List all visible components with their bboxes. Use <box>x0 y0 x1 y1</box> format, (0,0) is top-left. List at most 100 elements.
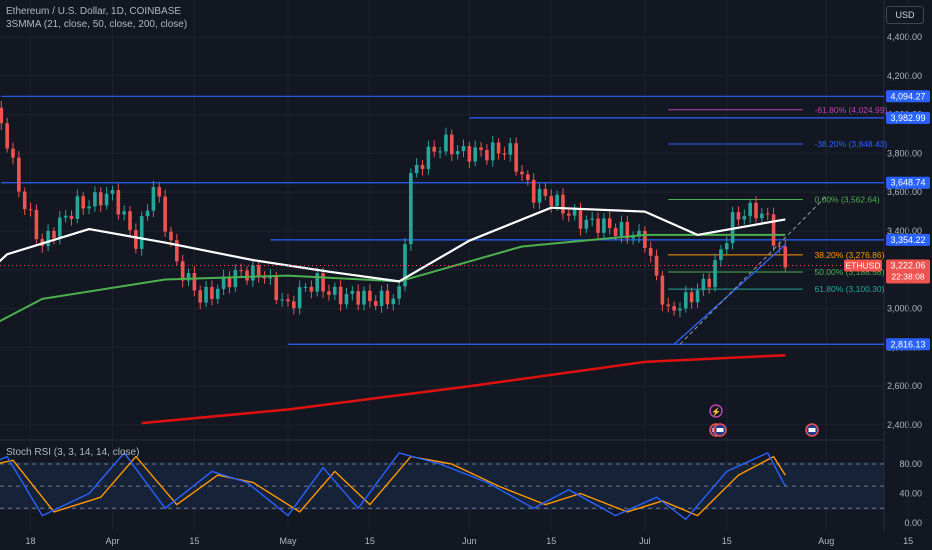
candle-body <box>420 164 425 169</box>
candle-body <box>321 273 325 292</box>
candle-body <box>134 230 138 249</box>
candle-body <box>549 195 554 206</box>
candle-body <box>157 187 162 197</box>
candle-body <box>719 249 723 261</box>
candle-body <box>69 215 74 219</box>
stoch-d-line <box>0 455 786 517</box>
time-tick-label: Apr <box>105 536 119 546</box>
candle-body <box>274 275 279 301</box>
candle-body <box>309 286 314 292</box>
candle-body <box>409 173 413 245</box>
candle-body <box>748 202 752 217</box>
candle-body <box>58 217 62 239</box>
candle-body <box>151 187 156 211</box>
candle-body <box>175 240 179 262</box>
candle-body <box>771 214 776 246</box>
stoch-k-line <box>0 452 786 520</box>
candle-body <box>561 194 565 214</box>
candle-body <box>432 146 437 152</box>
candle-body <box>128 211 132 231</box>
lightning-event-icon <box>709 404 723 418</box>
candle-body <box>637 230 641 237</box>
candle-body <box>736 212 741 220</box>
candle-body <box>303 286 308 288</box>
candle-body <box>379 290 384 306</box>
candle-body <box>338 286 343 305</box>
candle-body <box>695 290 700 303</box>
candle-body <box>356 291 360 305</box>
candle-body <box>531 179 536 203</box>
indicator-legend[interactable]: 3SMMA (21, close, 50, close, 200, close) <box>6 19 188 30</box>
candle-body <box>63 215 68 218</box>
time-tick-label: 15 <box>189 536 199 546</box>
price-label-box <box>886 233 930 246</box>
candle-body <box>391 298 396 305</box>
candle-body <box>760 213 764 219</box>
candle-body <box>660 275 665 305</box>
time-tick-label: 15 <box>722 536 732 546</box>
fib-level-label: 50.00% (3,188.58) <box>815 267 885 277</box>
candle-body <box>643 230 647 249</box>
time-tick-label: Aug <box>818 536 834 546</box>
candle-body <box>777 245 782 247</box>
time-tick-label: Jul <box>639 536 651 546</box>
candle-body <box>221 276 226 289</box>
candle-body <box>765 213 770 215</box>
candle-body <box>783 246 788 268</box>
candle-body <box>292 301 296 309</box>
candle-body <box>584 219 589 229</box>
candle-body <box>502 153 507 155</box>
candle-body <box>438 151 442 153</box>
candle-body <box>180 261 185 281</box>
candle-body <box>520 171 524 175</box>
candle-body <box>385 290 390 305</box>
economic-event-icon <box>713 423 727 437</box>
candle-body <box>526 174 530 180</box>
time-tick-label: 15 <box>365 536 375 546</box>
candle-body <box>724 243 729 250</box>
candle-body <box>566 213 571 216</box>
candle-body <box>93 192 97 207</box>
candle-body <box>0 107 4 124</box>
candle-body <box>262 276 267 279</box>
candle-body <box>362 290 366 305</box>
candle-body <box>648 248 653 256</box>
candle-body <box>297 287 302 309</box>
candle-body <box>543 188 548 196</box>
fib-level-label: 0.00% (3,562.64) <box>815 194 880 204</box>
candle-body <box>22 191 27 210</box>
candle-body <box>98 192 103 206</box>
candle-body <box>455 151 460 155</box>
candle-body <box>689 292 694 303</box>
price-label: 3,648.74 <box>890 178 925 188</box>
lightning-event-ring <box>709 404 723 418</box>
stoch-tick-label: 0.00 <box>904 518 922 528</box>
candle-body <box>537 188 542 203</box>
candle-body <box>34 209 39 240</box>
currency-button[interactable]: USD <box>886 6 924 24</box>
price-label: 3,982.99 <box>890 113 925 123</box>
candle-body <box>204 286 208 303</box>
event-flag-stripe <box>716 428 724 432</box>
sma-200-line <box>141 353 786 425</box>
candle-body <box>256 265 261 277</box>
candle-body <box>555 194 559 206</box>
candle-body <box>327 291 331 295</box>
candle-body <box>473 147 477 162</box>
candle-body <box>449 134 454 155</box>
candle-body <box>52 230 56 239</box>
last-price-label: 3,222.06 <box>890 261 925 271</box>
candle-body <box>169 231 173 241</box>
candle-body <box>590 218 594 220</box>
price-tick-label: 3,800.00 <box>887 148 922 158</box>
candle-body <box>163 196 167 232</box>
fib-level-label: -38.20% (3,848.43) <box>815 139 888 149</box>
price-tick-label: 4,200.00 <box>887 71 922 81</box>
candle-body <box>186 273 191 281</box>
price-label: 4,094.27 <box>890 91 925 101</box>
stoch-rsi-legend[interactable]: Stoch RSI (3, 3, 14, 14, close) <box>6 447 140 458</box>
price-label: 3,354.22 <box>890 235 925 245</box>
candle-body <box>116 190 121 215</box>
candle-body <box>5 123 9 149</box>
